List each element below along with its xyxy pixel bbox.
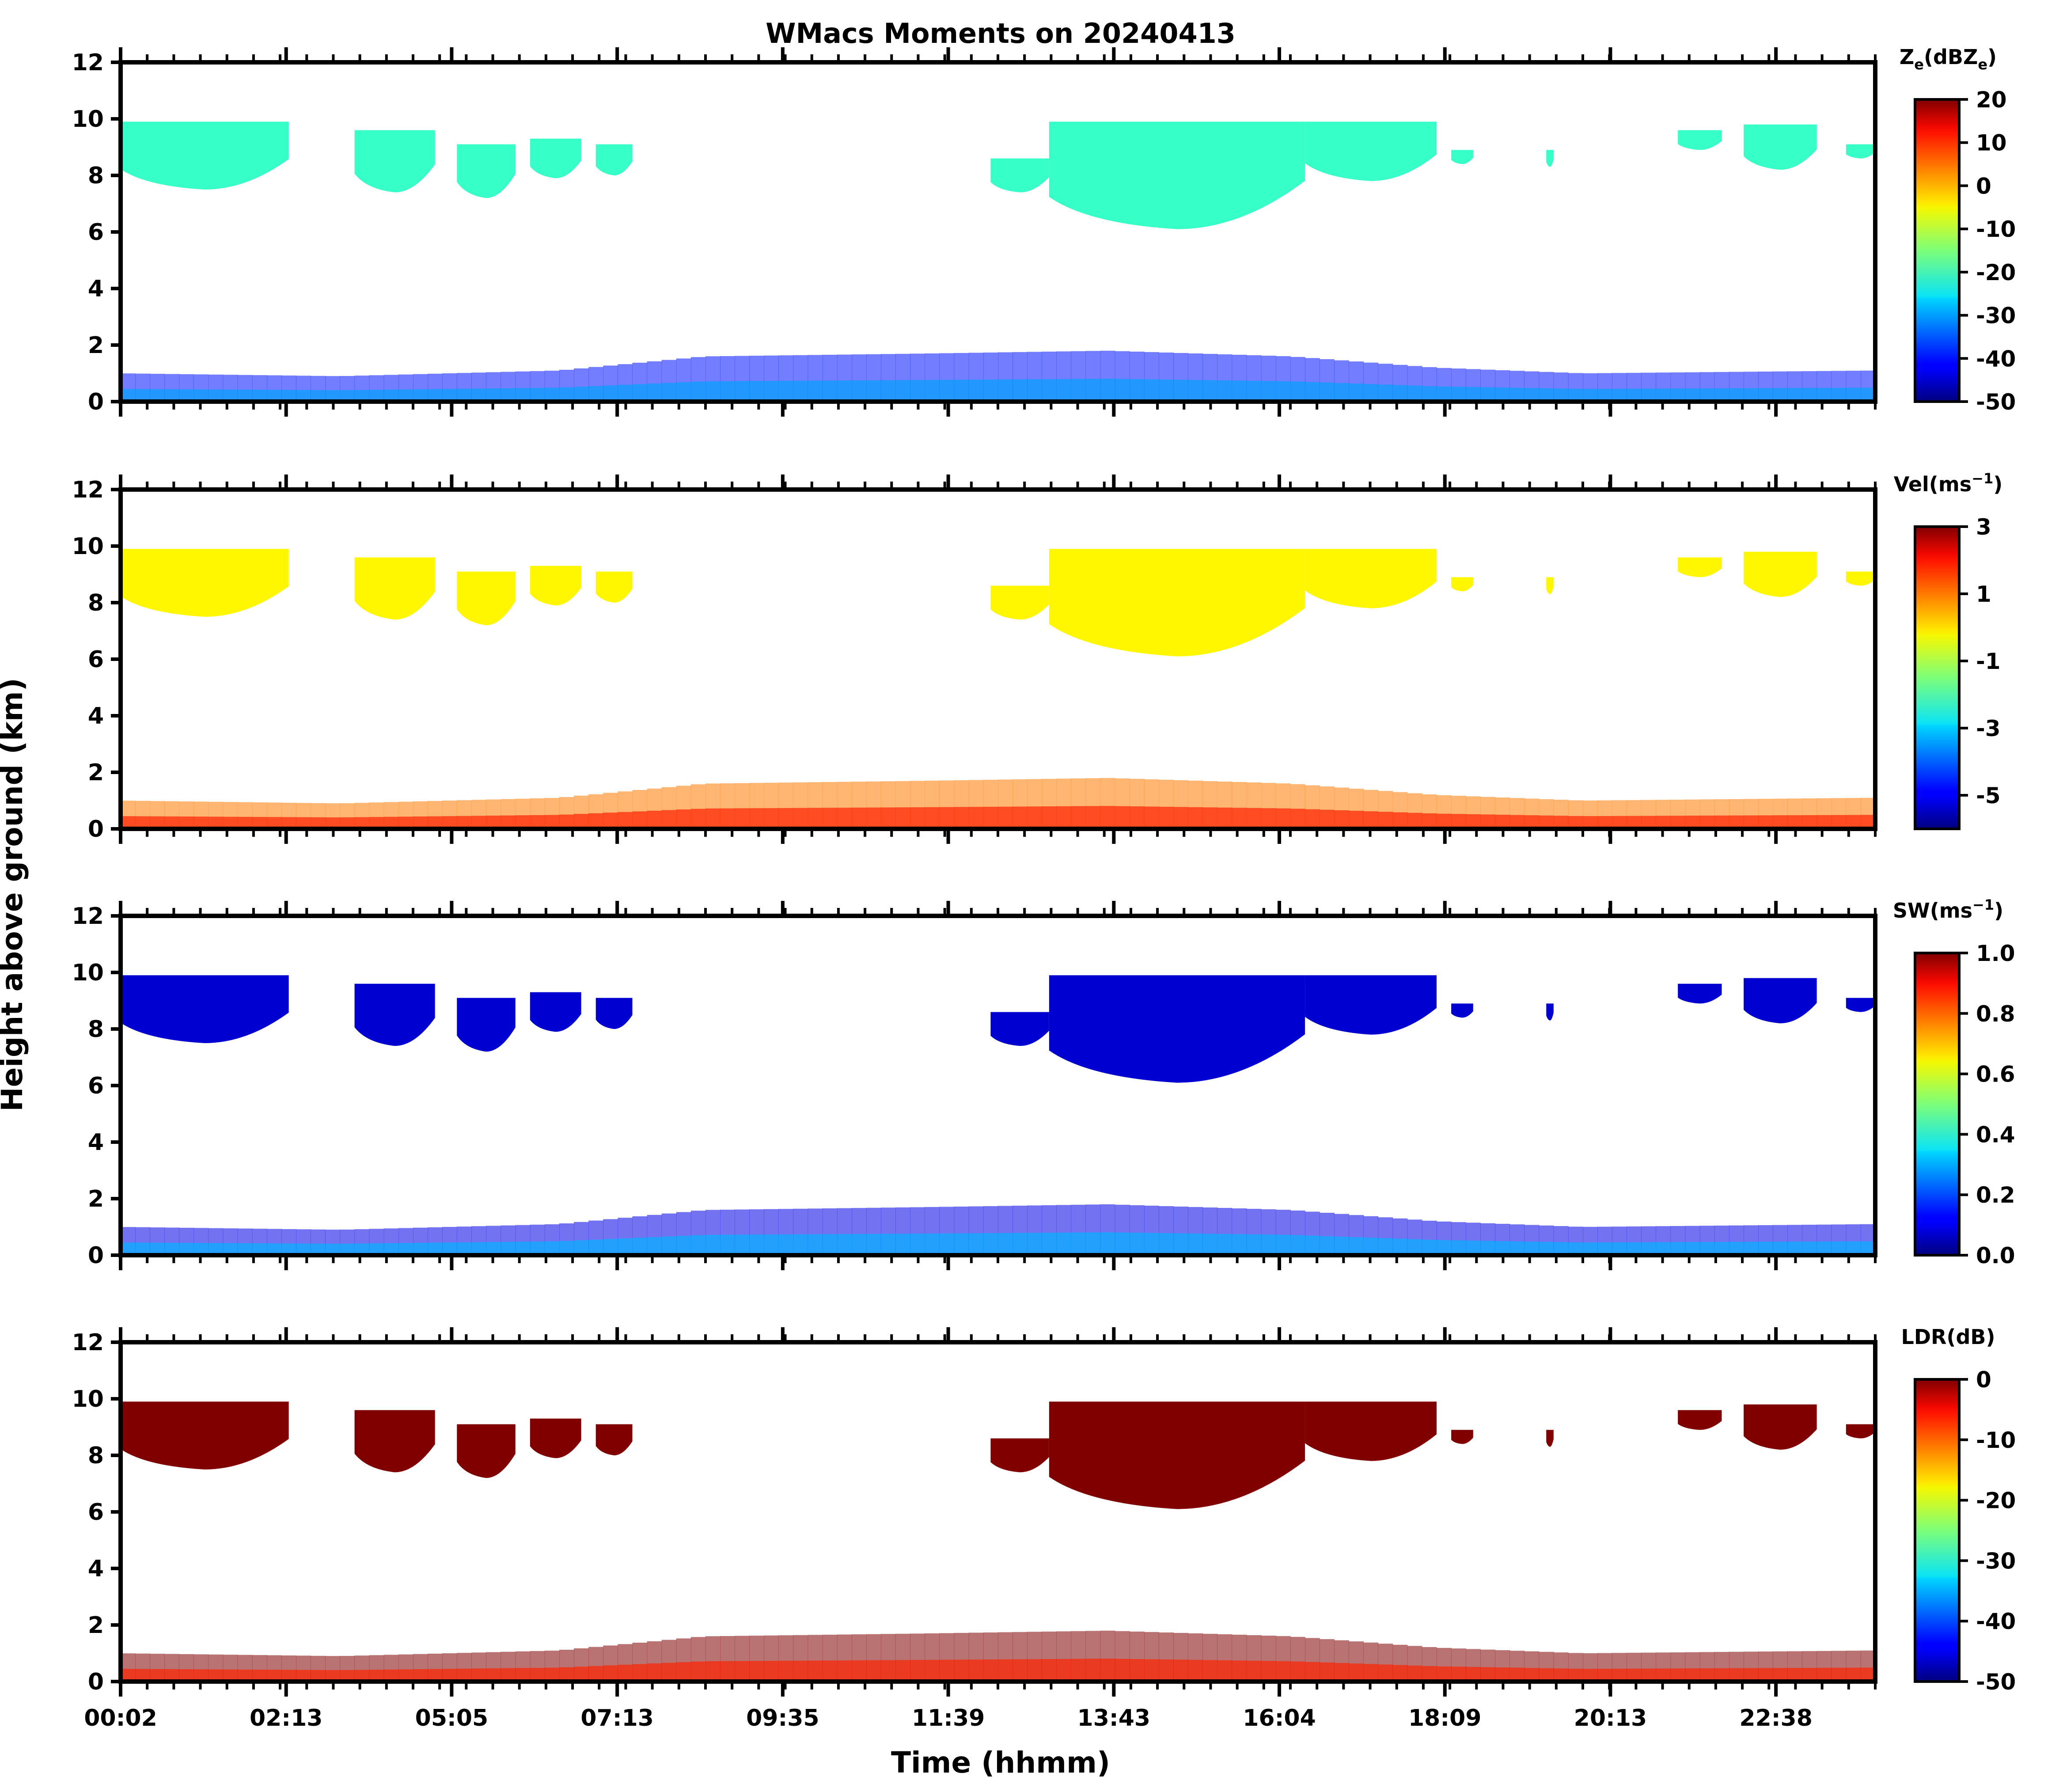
colorbar-tick-label: -20 [1976,260,2016,285]
colorbar-tick-label: 1.0 [1976,941,2015,966]
boundary-layer-echo [121,778,1876,829]
y-tick-label: 4 [88,1129,104,1156]
figure-title: WMacs Moments on 20240413 [766,17,1236,49]
colorbar-label: LDR(dB) [1901,1325,1995,1349]
x-tick-label: 16:04 [1243,1705,1316,1731]
colorbar-tick-label: -30 [1976,303,2016,329]
colorbar-tick-label: 20 [1976,87,2007,113]
colorbar-tick-label: -20 [1976,1488,2016,1514]
y-tick-label: 12 [72,477,104,503]
colorbar-tick-label: 0 [1976,1367,1991,1393]
plot-area [121,490,1875,829]
y-tick-label: 2 [88,1186,104,1212]
plot-area [121,1342,1875,1682]
y-tick-label: 8 [88,163,104,189]
y-tick-label: 10 [72,960,104,986]
colorbar-tick-label: -1 [1976,649,2001,674]
x-tick-label: 05:05 [415,1705,489,1731]
y-tick-label: 10 [72,533,104,560]
colorbar-tick-label: -3 [1976,716,2001,741]
colorbar-reflectivity [1914,98,1961,403]
panels-group: 02468101220100-10-20-30-40-50Ze(dBZe)024… [72,45,2016,1731]
y-tick-label: 8 [88,1016,104,1043]
panel-spectrum_width: 0 2 4 6 8 10 12 1.0 0.8 0.6 0.4 0.2 0.0 SW(ms−1) [72,896,2015,1270]
colorbar-tick-label: -40 [1976,346,2016,372]
y-tick-label: 4 [88,1556,104,1582]
panel-ldr: 0 2 4 6 8 10 12 00:02 02:13 05:05 07:13 09:35 11:39 1… [72,1325,2016,1731]
boundary-layer-echo [121,1204,1876,1255]
colorbar-tick-label: 0.6 [1976,1062,2015,1087]
colorbar-spectrum_width [1914,952,1961,1257]
panel-reflectivity: 0 2 4 6 8 10 12 20 10 0 -10 -20 -30 -40 -50 Ze(dBZe) [72,45,2016,417]
y-tick-label: 12 [72,1329,104,1356]
colorbar-tick-label: 1 [1976,581,1991,607]
colorbar-tick-label: -10 [1976,1428,2016,1453]
x-tick-label: 20:13 [1574,1705,1647,1731]
y-tick-label: 8 [88,1443,104,1469]
y-tick-label: 12 [72,903,104,930]
colorbar-label: SW(ms−1) [1893,896,2003,923]
colorbar-tick-label: -40 [1976,1609,2016,1634]
y-tick-label: 2 [88,759,104,786]
y-tick-label: 10 [72,106,104,133]
x-tick-label: 13:43 [1077,1705,1151,1731]
y-tick-label: 2 [88,1612,104,1639]
y-tick-label: 4 [88,276,104,302]
cloud-echo [121,121,1875,229]
x-tick-label: 07:13 [580,1705,654,1731]
colorbar-tick-label: -30 [1976,1548,2016,1574]
x-tick-label: 18:09 [1408,1705,1482,1731]
colorbar-tick-label: 0.2 [1976,1182,2015,1208]
y-tick-label: 10 [72,1386,104,1412]
x-tick-label: 00:02 [84,1705,157,1731]
x-axis-label: Time (hhmm) [891,1746,1110,1780]
y-tick-label: 4 [88,703,104,729]
y-tick-label: 6 [88,219,104,246]
colorbar-tick-label: 0.4 [1976,1122,2015,1147]
colorbar-tick-label: -50 [1976,1669,2016,1695]
y-tick-label: 0 [88,816,104,843]
colorbar-label: Ze(dBZe) [1900,45,1997,73]
colorbar-tick-label: 10 [1976,130,2007,156]
colorbar-tick-label: -50 [1976,389,2016,415]
plot-area [121,62,1875,402]
colorbar-tick-label: 0.0 [1976,1243,2015,1268]
x-tick-label: 09:35 [746,1705,819,1731]
y-tick-label: 0 [88,389,104,415]
x-tick-label: 02:13 [250,1705,323,1731]
colorbar-label: Vel(ms−1) [1894,470,2003,496]
colorbar-tick-label: -5 [1976,783,2001,809]
y-tick-label: 12 [72,49,104,76]
colorbar-tick-label: 0 [1976,173,1991,199]
y-tick-label: 6 [88,1073,104,1099]
y-tick-label: 6 [88,646,104,673]
plot-area [121,916,1875,1255]
y-tick-label: 0 [88,1669,104,1695]
y-tick-label: 8 [88,590,104,616]
colorbar-tick-label: -10 [1976,216,2016,242]
x-tick-label: 11:39 [912,1705,985,1731]
colorbar-tick-label: 0.8 [1976,1001,2015,1027]
colorbar-velocity [1914,525,1961,830]
cloud-echo [121,1401,1875,1509]
colorbar-tick-label: 3 [1976,514,1991,540]
cloud-echo [121,975,1875,1083]
y-axis-label: Height above ground (km) [0,678,29,1112]
x-tick-label: 22:38 [1739,1705,1813,1731]
y-tick-label: 2 [88,332,104,359]
y-tick-label: 0 [88,1242,104,1269]
boundary-layer-echo [121,1630,1876,1682]
cloud-echo [121,549,1875,657]
colorbar-ldr [1914,1378,1961,1683]
panel-velocity: 0 2 4 6 8 10 12 3 1 -1 -3 -5 Vel(ms−1) [72,470,2003,844]
y-tick-label: 6 [88,1499,104,1526]
